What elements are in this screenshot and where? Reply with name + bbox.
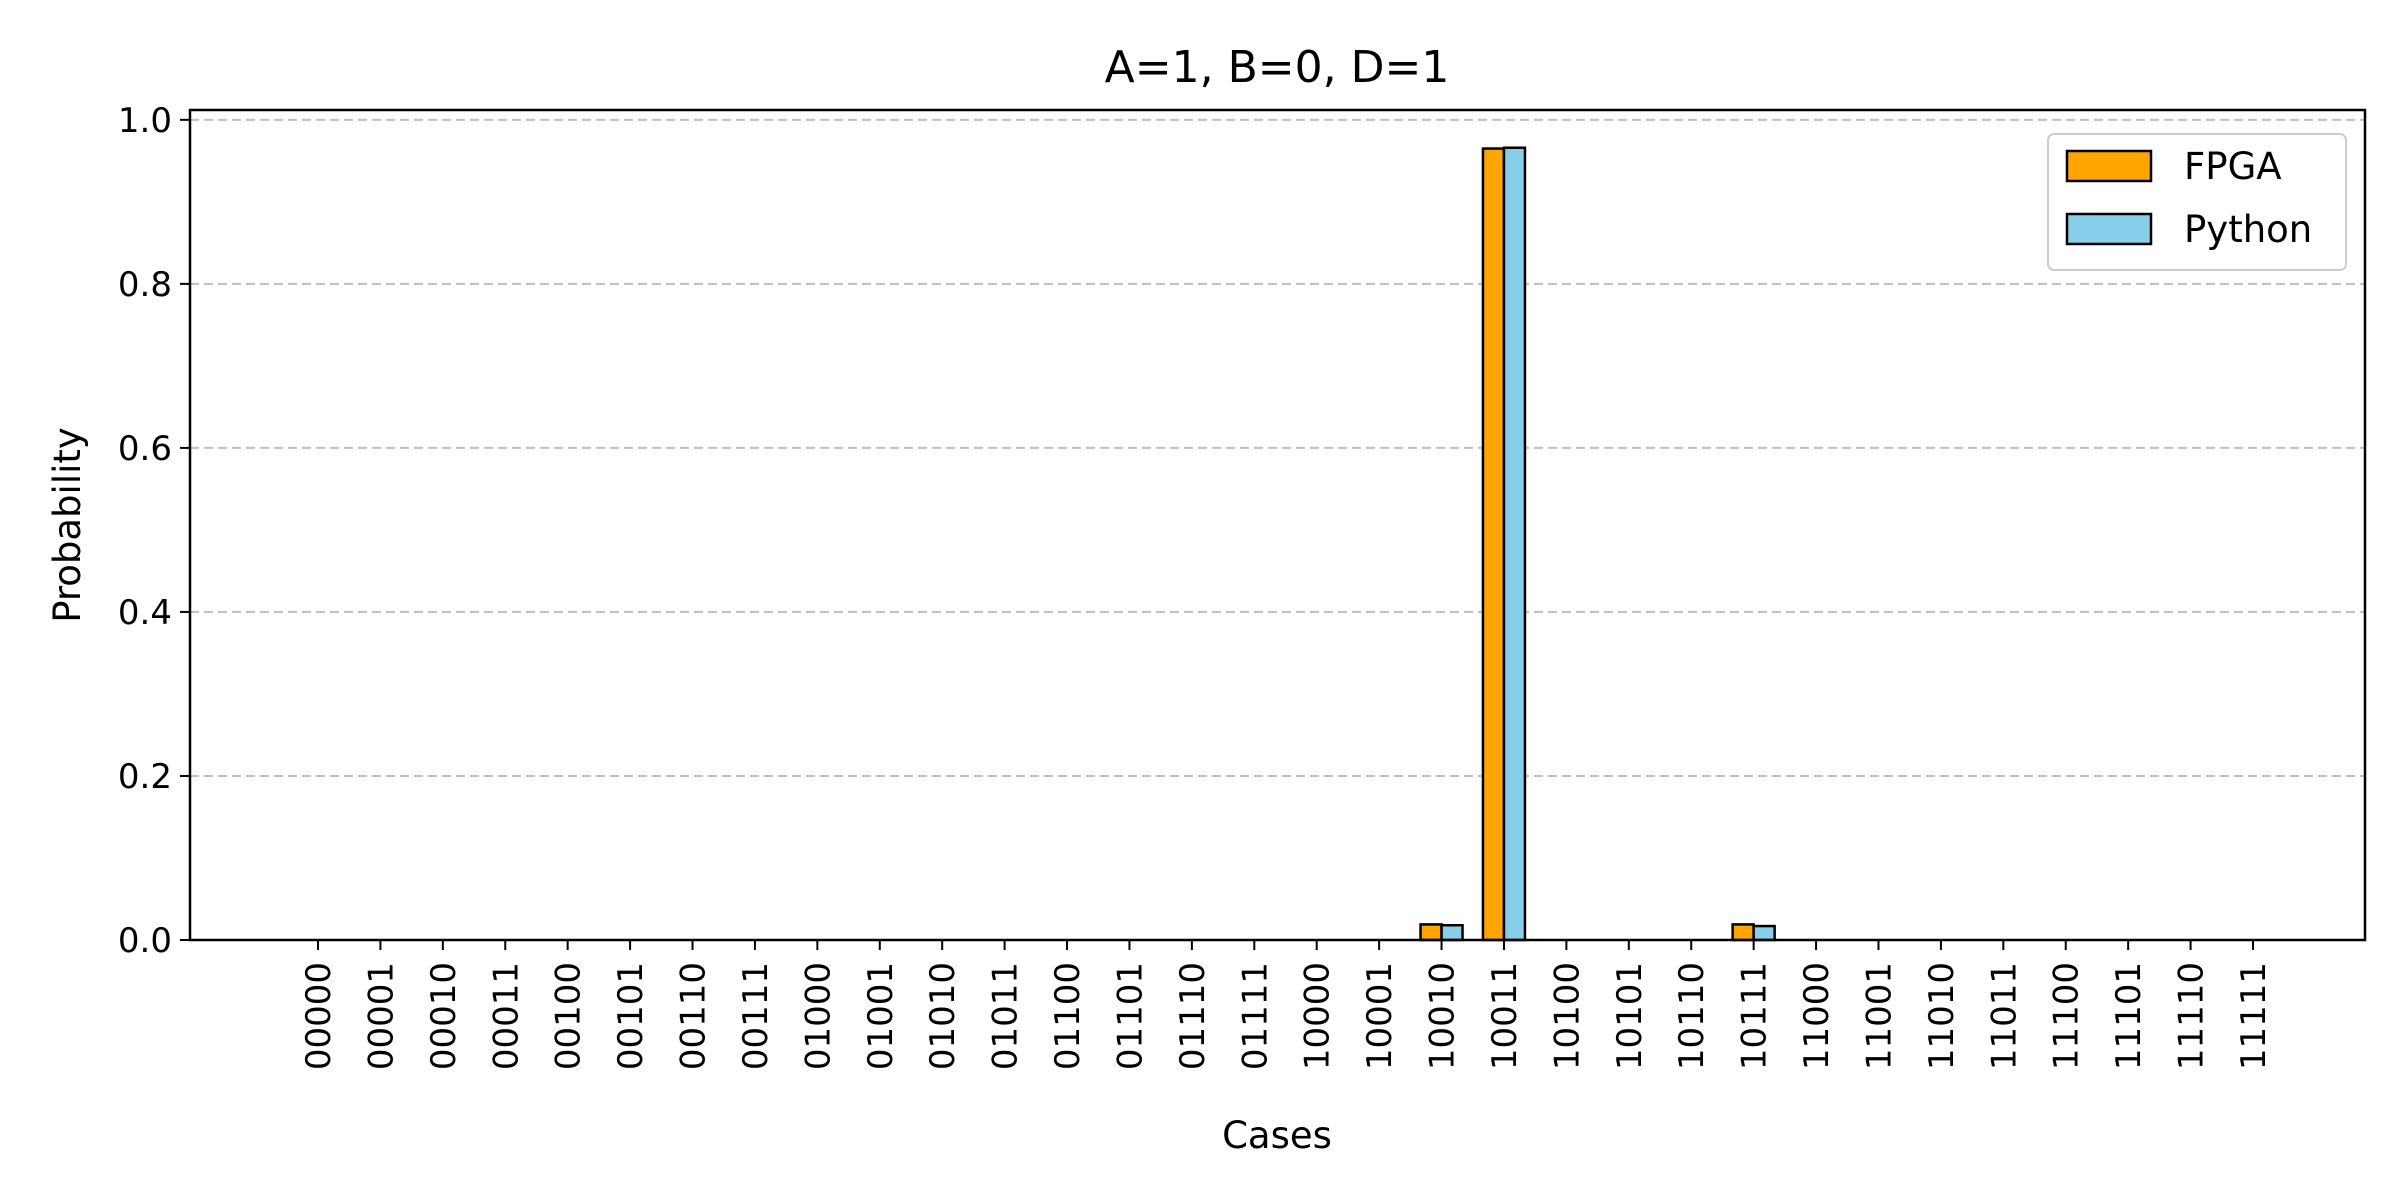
x-tick-label: 10011	[1485, 962, 1525, 1070]
bar-python-10010	[1440, 923, 1464, 942]
x-tick-label: 11100	[2047, 962, 2087, 1070]
x-tick-label: 10010	[1423, 962, 1463, 1070]
x-tick-label: 00011	[486, 962, 526, 1070]
x-tick-label: 01101	[1110, 962, 1150, 1070]
x-tick-label: 10000	[1298, 962, 1338, 1070]
x-tick-label: 00001	[361, 962, 401, 1070]
x-tick-label: 11111	[2234, 962, 2274, 1070]
x-tick-label: 11110	[2172, 962, 2212, 1070]
x-tick-label: 10100	[1547, 962, 1587, 1070]
y-tick-label: 1.0	[118, 101, 172, 141]
bar-fpga-10010	[1419, 923, 1443, 942]
legend: FPGA Python	[2047, 133, 2347, 271]
y-axis-label: Probability	[46, 427, 89, 623]
x-tick-label: 10110	[1672, 962, 1712, 1070]
x-tick-label: 01011	[986, 962, 1026, 1070]
bar-python-10111	[1752, 924, 1776, 942]
bar-python-10011	[1502, 146, 1527, 942]
x-tick-label: 11011	[1984, 962, 2024, 1070]
x-axis-label: Cases	[1222, 1114, 1332, 1157]
x-tick-label: 01100	[1048, 962, 1088, 1070]
x-tick-label: 01001	[861, 962, 901, 1070]
legend-label-python: Python	[2184, 208, 2312, 251]
x-tick-label: 11000	[1797, 962, 1837, 1070]
legend-swatch-python	[2065, 212, 2153, 246]
x-tick-label: 11010	[1922, 962, 1962, 1070]
x-tick-label: 10111	[1735, 962, 1775, 1070]
legend-label-fpga: FPGA	[2184, 145, 2282, 188]
x-tick-label: 00110	[674, 962, 714, 1070]
x-tick-label: 10001	[1360, 962, 1400, 1070]
x-tick-label: 00111	[736, 962, 776, 1070]
y-tick-label: 0.4	[118, 593, 172, 633]
bar-fpga-10011	[1481, 147, 1506, 942]
x-tick-label: 00010	[424, 962, 464, 1070]
x-tick-label: 00000	[299, 962, 339, 1070]
y-tick-label: 0.0	[118, 921, 172, 961]
x-axis: 00000 00001 00010 00011 00100 00101 00110 00111…	[299, 940, 2274, 1070]
x-tick-label: 01111	[1235, 962, 1275, 1070]
x-tick-label: 00101	[611, 962, 651, 1070]
x-tick-label: 11101	[2109, 962, 2149, 1070]
y-axis: 0.0 0.2 0.4 0.6 0.8 1.0	[118, 101, 190, 961]
chart-title: A=1, B=0, D=1	[1105, 42, 1450, 93]
x-tick-label: 01110	[1173, 962, 1213, 1070]
y-tick-label: 0.2	[118, 757, 172, 797]
plot-frame	[188, 108, 2367, 942]
x-tick-label: 10101	[1610, 962, 1650, 1070]
x-tick-label: 01000	[798, 962, 838, 1070]
x-tick-label: 01010	[923, 962, 963, 1070]
bar-fpga-10111	[1731, 923, 1755, 942]
x-tick-label: 11001	[1859, 962, 1899, 1070]
x-tick-label: 00100	[549, 962, 589, 1070]
y-gridlines	[190, 118, 2365, 777]
legend-swatch-fpga	[2065, 149, 2153, 183]
y-tick-label: 0.6	[118, 429, 172, 469]
y-tick-label: 0.8	[118, 265, 172, 305]
